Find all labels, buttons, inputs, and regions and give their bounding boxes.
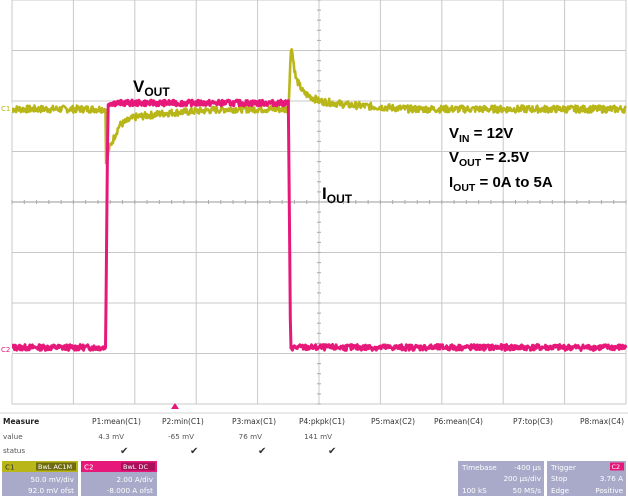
trigger-channel-badge-bg	[610, 462, 624, 471]
waveform-traces	[10, 48, 628, 352]
status-check-p1: ✔	[120, 446, 128, 457]
series-line-iout	[10, 98, 628, 352]
channel-marker-label: C2	[1, 346, 10, 354]
measure-col-p3[interactable]: P3:max(C1)	[232, 417, 276, 426]
measure-value-p4: 141 mV	[304, 432, 332, 441]
measure-col-p2[interactable]: P2:min(C1)	[162, 417, 204, 426]
trigger-box[interactable]: Trigger C2 Stop 3.76 A Edge Positive	[547, 461, 626, 496]
channel-id: C2	[84, 463, 94, 472]
measure-value-p1: 4.3 mV	[98, 432, 124, 441]
channel-marker-label: C1	[1, 105, 10, 113]
channel-scale: 2.00 A/div	[117, 475, 154, 484]
measure-label: Measure	[3, 417, 39, 426]
condition-vout: VOUT = 2.5V	[449, 149, 529, 169]
measure-table: Measure value status P1:mean(C1) P2:min(…	[0, 412, 628, 457]
channel-marker-bg	[0, 345, 12, 354]
status-row-label: status	[3, 446, 25, 455]
trigger-channel: C2	[612, 463, 621, 471]
channel-badge-bg	[36, 462, 76, 471]
channel-box-body	[2, 472, 78, 496]
status-check-p4: ✔	[328, 446, 336, 457]
trigger-slope: Positive	[595, 486, 623, 495]
trigger-level: 3.76 A	[600, 474, 623, 483]
channel-marker-c1[interactable]: C1	[0, 103, 12, 113]
channel-box-header	[81, 461, 157, 472]
trigger-position-icon	[171, 403, 179, 409]
vout-label: VOUT	[133, 77, 170, 99]
channel-scale: 50.0 mV/div	[31, 475, 75, 484]
condition-vin: VIN = 12V	[449, 125, 513, 145]
channel-badge: BwL DC	[123, 463, 148, 471]
channel-badge: BwL AC1M	[38, 463, 72, 471]
trigger-type: Edge	[551, 486, 570, 495]
timebase-box-bg	[458, 461, 544, 496]
timebase-box[interactable]: Timebase -400 µs 200 µs/div 100 kS 50 MS…	[458, 461, 544, 496]
measure-value-p2: -65 mV	[168, 432, 194, 441]
timebase-scale: 200 µs/div	[503, 474, 541, 483]
measure-col-p8[interactable]: P8:max(C4)	[580, 417, 624, 426]
timebase-rate: 50 MS/s	[513, 486, 542, 495]
status-check-p2: ✔	[190, 446, 198, 457]
measure-value-p3: 76 mV	[239, 432, 262, 441]
channel-id: C1	[5, 463, 15, 472]
trigger-label: Trigger	[550, 463, 576, 472]
status-check-p3: ✔	[258, 446, 266, 457]
measure-col-p1[interactable]: P1:mean(C1)	[92, 417, 141, 426]
series-line-vout	[11, 48, 627, 165]
measure-col-p5[interactable]: P5:max(C2)	[371, 417, 415, 426]
measure-col-p4[interactable]: P4:pkpk(C1)	[299, 417, 345, 426]
channel-offset: 92.0 mV ofst	[28, 486, 74, 495]
channel-offset: -8.000 A ofst	[107, 486, 153, 495]
measure-col-p6[interactable]: P6:mean(C4)	[434, 417, 483, 426]
condition-iout: IOUT = 0A to 5A	[449, 174, 553, 194]
channel-marker-bg	[0, 103, 12, 112]
value-row-label: value	[3, 432, 23, 441]
channel-box-body	[81, 472, 157, 496]
timebase-label: Timebase	[461, 463, 497, 472]
channel-box-c1[interactable]: C1 BwL AC1M 50.0 mV/div 92.0 mV ofst	[2, 461, 78, 496]
channel-badge-bg	[121, 462, 155, 471]
measure-col-p7[interactable]: P7:top(C3)	[513, 417, 553, 426]
trigger-mode: Stop	[551, 474, 568, 483]
channel-marker-c2[interactable]: C2	[0, 345, 12, 354]
timebase-delay: -400 µs	[514, 463, 541, 472]
channel-box-c2[interactable]: C2 BwL DC 2.00 A/div -8.000 A ofst	[81, 461, 157, 496]
iout-label: IOUT	[322, 184, 353, 206]
timebase-points: 100 kS	[462, 486, 487, 495]
